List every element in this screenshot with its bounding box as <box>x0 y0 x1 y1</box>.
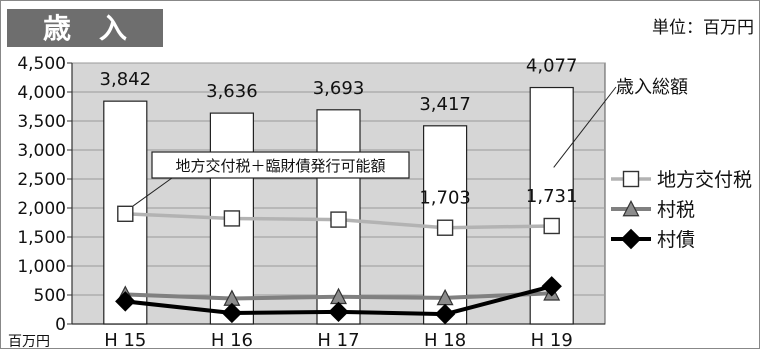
chart-title-background <box>7 9 163 47</box>
data-point <box>328 301 349 323</box>
legend-label: 村税 <box>657 199 695 221</box>
y-tick-label: 1,000 <box>17 257 66 277</box>
data-point <box>117 205 134 223</box>
y-tick-label: 1,500 <box>17 228 66 248</box>
annotation-text: 地方交付税＋臨財債発行可能額 <box>175 157 385 175</box>
bar-data-label: 3,693 <box>313 78 365 99</box>
bar-data-label: 3,417 <box>419 94 471 115</box>
x-tick-label: H 15 <box>104 330 146 351</box>
data-point <box>223 210 241 227</box>
bar-data-label: 4,077 <box>526 56 578 77</box>
data-point <box>434 303 456 325</box>
y-tick-label: 2,000 <box>17 199 66 219</box>
y-tick-label: 3,000 <box>17 141 66 161</box>
line-data-label: 1,703 <box>419 188 471 209</box>
callout-total-revenue: 歳入総額 <box>616 77 688 98</box>
data-point <box>622 199 640 217</box>
x-tick-label: H 19 <box>531 330 573 351</box>
callout-leader <box>553 86 617 168</box>
unit-label: 単位：百万円 <box>652 18 754 38</box>
annotation-leader <box>133 177 173 207</box>
annotation-box <box>151 151 410 179</box>
chart-title: 歳 入 <box>43 12 127 45</box>
bar-data-label: 3,636 <box>206 81 258 102</box>
data-point <box>543 217 560 235</box>
data-point <box>221 302 243 324</box>
data-point <box>436 219 454 236</box>
x-tick-label: H 17 <box>317 330 359 351</box>
y-tick-label: 500 <box>34 286 66 306</box>
y-axis-label: 百万円 <box>8 334 50 350</box>
y-tick-label: 4,000 <box>17 83 66 103</box>
data-point <box>541 276 562 297</box>
data-point <box>115 291 136 312</box>
x-tick-label: H 18 <box>424 330 466 351</box>
legend-label: 村債 <box>657 229 695 251</box>
y-tick-label: 3,500 <box>17 112 66 132</box>
y-tick-label: 0 <box>55 315 66 335</box>
line-data-label: 1,731 <box>526 186 578 207</box>
data-point <box>622 170 640 188</box>
y-tick-label: 4,500 <box>17 54 66 74</box>
legend-label: 地方交付税 <box>657 169 752 191</box>
y-tick-label: 2,500 <box>17 170 66 190</box>
bar-data-label: 3,842 <box>100 69 152 90</box>
bar <box>529 86 574 325</box>
data-point <box>620 228 642 250</box>
x-tick-label: H 16 <box>211 330 253 351</box>
data-point <box>330 211 347 228</box>
